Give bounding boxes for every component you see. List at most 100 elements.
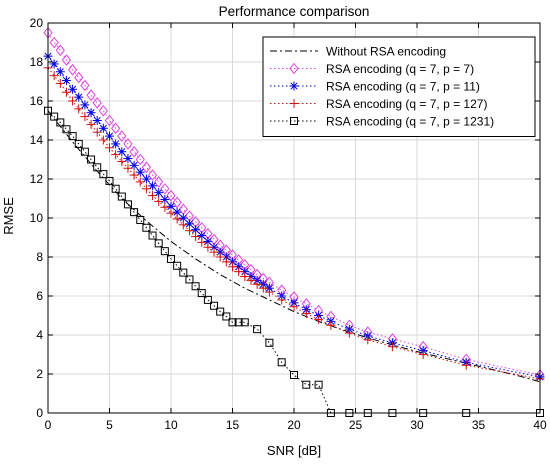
plus-marker: [55, 78, 65, 88]
x-tick-label: 40: [533, 418, 547, 432]
diamond-marker: [166, 189, 176, 202]
legend-label: RSA encoding (q = 7, p = 7): [326, 62, 474, 76]
diamond-marker: [147, 169, 158, 181]
plus-marker: [289, 99, 299, 108]
asterisk-marker: [172, 207, 182, 217]
diamond-marker: [67, 63, 78, 76]
diamond-marker: [49, 36, 59, 49]
square-marker: [130, 208, 139, 217]
plus-marker: [301, 309, 311, 319]
square-marker: [210, 301, 219, 310]
plus-marker: [258, 283, 268, 293]
x-tick-label: 35: [472, 418, 486, 432]
series-line: [47, 110, 540, 414]
plus-marker: [80, 112, 90, 122]
asterisk-marker: [74, 92, 84, 102]
asterisk-marker: [49, 59, 59, 69]
diamond-marker: [74, 71, 84, 84]
square-marker: [314, 380, 323, 389]
plus-marker: [123, 163, 133, 173]
square-marker: [68, 132, 77, 141]
series-5: [44, 106, 544, 417]
square-marker: [228, 318, 237, 327]
plus-marker: [74, 104, 84, 114]
square-marker: [105, 176, 114, 185]
square-marker: [290, 117, 298, 125]
y-axis-label: RMSE: [1, 197, 16, 235]
diamond-marker: [129, 145, 139, 158]
square-marker: [154, 239, 163, 248]
plus-marker: [160, 202, 170, 212]
plus-marker: [228, 262, 237, 272]
asterisk-marker: [197, 231, 207, 241]
plus-marker: [191, 232, 201, 242]
legend-label: RSA encoding (q = 7, p = 127): [326, 97, 487, 111]
plus-marker: [61, 87, 71, 97]
plus-marker: [86, 119, 96, 129]
chart-title: Performance comparison: [219, 4, 370, 19]
square-marker: [216, 307, 225, 316]
plus-marker: [215, 252, 225, 262]
y-tick-label: 18: [30, 55, 44, 69]
square-marker: [99, 170, 108, 179]
square-marker: [123, 200, 132, 209]
square-marker: [87, 155, 96, 164]
square-marker: [62, 125, 71, 134]
asterisk-marker: [111, 139, 121, 149]
diamond-marker: [104, 114, 115, 127]
legend-entry: RSA encoding (q = 7, p = 127): [270, 97, 487, 111]
asterisk-marker: [184, 219, 194, 229]
x-tick-label: 15: [226, 418, 240, 432]
asterisk-marker: [148, 181, 158, 191]
square-marker: [302, 380, 311, 389]
diamond-marker: [123, 138, 133, 150]
y-tick-label: 14: [30, 133, 44, 147]
asterisk-marker: [98, 123, 108, 133]
plus-marker: [289, 302, 299, 312]
y-tick-label: 2: [36, 367, 43, 381]
square-marker: [240, 318, 249, 327]
plus-marker: [111, 150, 121, 160]
asterisk-marker: [68, 84, 78, 94]
x-tick-label: 25: [349, 418, 363, 432]
square-marker: [93, 163, 102, 172]
plus-marker: [166, 208, 176, 218]
plus-marker: [154, 196, 164, 206]
asterisk-marker: [55, 67, 65, 77]
diamond-marker: [61, 54, 72, 66]
plus-marker: [246, 275, 256, 285]
plus-marker: [314, 314, 324, 324]
legend-entry: RSA encoding (q = 7, p = 1231): [270, 115, 494, 129]
asterisk-marker: [129, 160, 139, 170]
plus-marker: [461, 360, 471, 370]
y-tick-label: 12: [30, 172, 44, 186]
plus-marker: [148, 191, 158, 201]
series-line: [47, 32, 541, 376]
square-marker: [197, 289, 206, 298]
legend-label: Without RSA encoding: [326, 45, 446, 59]
plus-marker: [326, 320, 336, 330]
square-marker: [142, 223, 151, 232]
plus-marker: [135, 177, 145, 187]
diamond-marker: [135, 153, 145, 166]
asterisk-marker: [80, 100, 90, 110]
diamond-marker: [117, 130, 127, 142]
plus-marker: [49, 71, 59, 81]
square-marker: [203, 295, 212, 304]
legend-box: [262, 36, 536, 137]
y-tick-label: 0: [36, 406, 43, 420]
plot-series: [43, 26, 545, 417]
diamond-marker: [86, 89, 96, 101]
square-marker: [265, 338, 274, 347]
diamond-marker: [289, 62, 299, 75]
square-marker: [277, 358, 286, 367]
plus-marker: [363, 335, 373, 345]
asterisk-marker: [141, 174, 151, 184]
x-axis-label: SNR [dB]: [267, 443, 321, 458]
plus-marker: [209, 247, 219, 257]
series-line: [47, 110, 541, 383]
diamond-marker: [55, 44, 65, 57]
y-tick-label: 20: [30, 16, 44, 30]
square-marker: [167, 254, 175, 263]
